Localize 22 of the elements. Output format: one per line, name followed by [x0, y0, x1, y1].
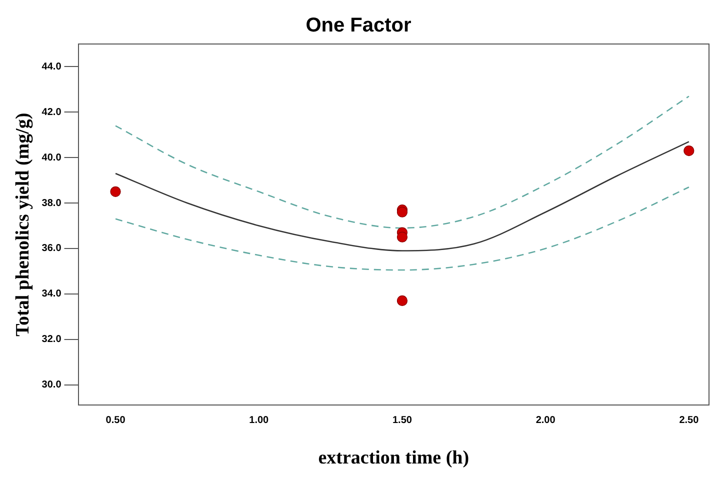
line-series — [114, 186, 690, 271]
point — [396, 232, 408, 242]
point — [396, 295, 408, 306]
x-tick-label: 0.50 — [106, 414, 126, 426]
y-axis-title: Total phenolics yield (mg/g) — [12, 112, 34, 336]
y-tick-label: 36.0 — [42, 243, 62, 254]
point — [110, 186, 121, 197]
x-axis-title: extraction time (h) — [318, 448, 470, 469]
y-tick-label: 32.0 — [42, 334, 62, 346]
y-tick-label: 44.0 — [42, 61, 62, 72]
x-tick-label: 2.50 — [679, 414, 700, 426]
x-tick-label: 1.00 — [249, 414, 270, 426]
y-tick-label: 38.0 — [42, 198, 62, 209]
y-tick-label: 34.0 — [42, 288, 62, 300]
chart-title: One Factor — [306, 14, 412, 37]
y-tick-label: 30.0 — [42, 380, 62, 391]
y-tick-label: 42.0 — [42, 106, 62, 118]
y-tick-label: 40.0 — [42, 152, 62, 164]
point — [684, 145, 694, 156]
line-series — [114, 141, 690, 252]
x-tick-label: 2.00 — [536, 414, 556, 426]
x-tick-label: 1.50 — [392, 414, 412, 426]
